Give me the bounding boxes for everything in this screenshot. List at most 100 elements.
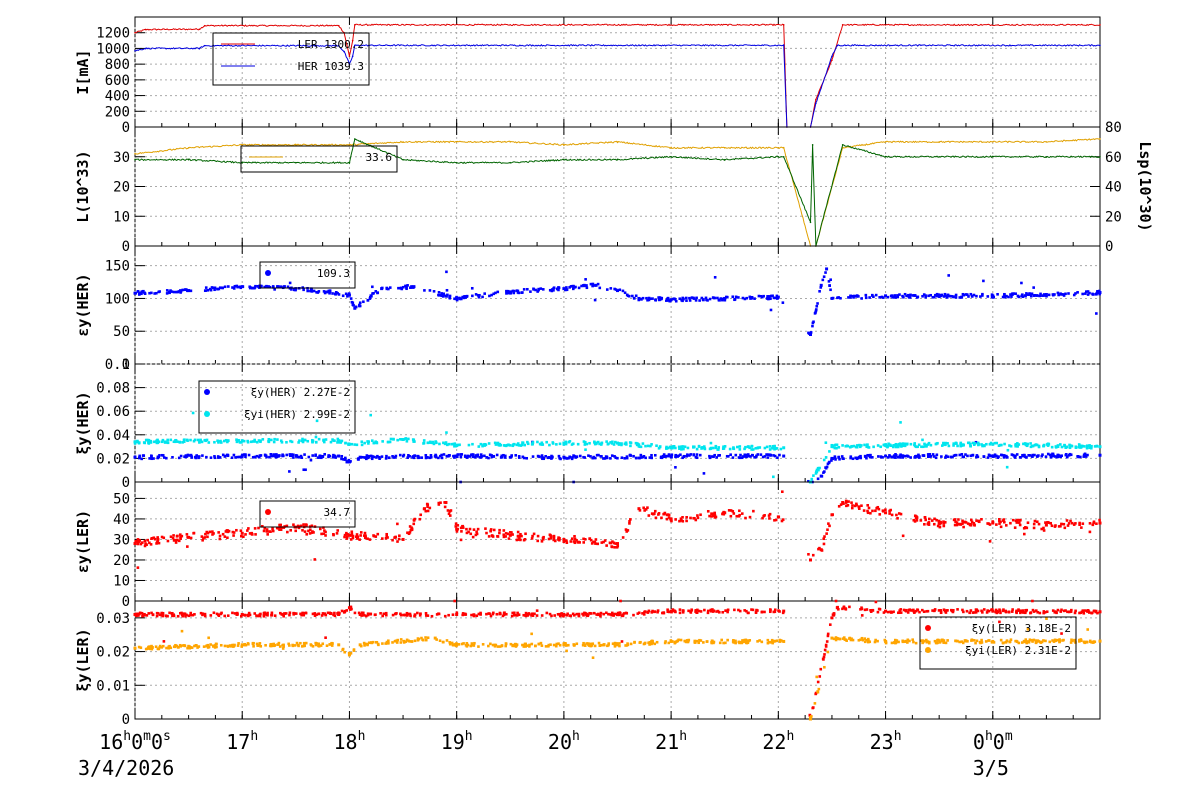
- data-point: [689, 516, 692, 520]
- data-point: [492, 455, 495, 458]
- data-point: [394, 535, 397, 539]
- data-point: [204, 286, 208, 289]
- data-point: [445, 270, 448, 274]
- data-point: [1029, 445, 1033, 449]
- data-point: [517, 456, 521, 459]
- data-point: [148, 541, 151, 545]
- data-point: [260, 284, 263, 288]
- data-point: [933, 517, 936, 521]
- data-point: [667, 516, 671, 519]
- data-point: [239, 285, 243, 289]
- data-point: [831, 59, 833, 62]
- data-point: [137, 292, 141, 296]
- data-point: [781, 518, 785, 521]
- data-point: [556, 613, 560, 616]
- data-point: [219, 441, 223, 444]
- data-point: [662, 453, 666, 456]
- data-point: [1003, 295, 1006, 299]
- data-point: [588, 537, 592, 540]
- data-point: [148, 457, 151, 460]
- data-point: [713, 453, 716, 457]
- data-point: [824, 466, 827, 469]
- data-point: [1014, 292, 1017, 296]
- data-point: [443, 442, 447, 446]
- data-point: [453, 643, 456, 646]
- data-point: [726, 295, 729, 299]
- data-point: [582, 541, 586, 544]
- data-point: [270, 642, 273, 646]
- data-point: [913, 520, 917, 523]
- data-point: [165, 289, 169, 292]
- data-point: [716, 448, 720, 451]
- data-point: [323, 612, 327, 615]
- data-point: [768, 517, 771, 520]
- data-point: [470, 286, 474, 290]
- data-point: [715, 610, 718, 613]
- data-point: [1051, 452, 1055, 456]
- data-point: [585, 286, 589, 290]
- data-point: [654, 516, 658, 520]
- data-point: [485, 531, 488, 535]
- legend-swatch: [265, 509, 271, 515]
- data-point: [299, 641, 302, 645]
- data-point: [896, 445, 900, 449]
- data-point: [437, 501, 441, 505]
- data-point: [1074, 445, 1078, 449]
- data-point: [1066, 524, 1070, 527]
- data-point: [581, 612, 584, 616]
- data-point: [263, 526, 267, 530]
- data-point: [716, 296, 719, 300]
- data-point: [445, 431, 448, 434]
- data-point: [500, 644, 504, 647]
- data-point: [925, 640, 929, 644]
- data-point: [359, 531, 363, 534]
- data-point: [417, 637, 421, 641]
- data-point: [400, 287, 404, 291]
- data-point: [257, 455, 261, 459]
- data-point: [522, 288, 526, 291]
- data-point: [653, 509, 657, 513]
- data-point: [487, 442, 491, 445]
- data-point: [814, 472, 818, 475]
- data-point: [969, 292, 973, 296]
- data-point: [133, 646, 137, 650]
- data-point: [1093, 445, 1097, 448]
- data-point: [265, 528, 269, 531]
- data-point: [370, 439, 374, 442]
- data-point: [1037, 522, 1041, 526]
- data-point: [1032, 286, 1035, 289]
- data-point: [670, 610, 673, 614]
- data-point: [1045, 155, 1048, 158]
- data-point: [946, 442, 949, 445]
- data-point: [909, 456, 912, 459]
- data-point: [511, 643, 515, 647]
- data-point: [688, 296, 691, 300]
- data-point: [842, 636, 846, 639]
- data-point: [562, 443, 566, 446]
- data-point: [1026, 442, 1029, 446]
- data-point: [526, 442, 530, 446]
- data-point: [213, 455, 216, 458]
- data-point: [393, 639, 397, 643]
- data-point: [970, 294, 974, 298]
- data-point: [595, 453, 599, 457]
- data-point: [815, 98, 817, 101]
- data-point: [981, 444, 984, 448]
- data-point: [304, 523, 308, 526]
- data-point: [927, 294, 930, 298]
- data-point: [653, 642, 657, 646]
- data-point: [388, 286, 392, 289]
- data-point: [999, 520, 1002, 524]
- data-point: [1099, 138, 1101, 140]
- data-point: [994, 608, 998, 612]
- data-point: [184, 454, 188, 457]
- data-point: [410, 528, 414, 532]
- data-point: [201, 613, 204, 617]
- data-point: [426, 505, 429, 509]
- data-point: [293, 612, 297, 615]
- data-point: [520, 443, 524, 447]
- data-point: [156, 456, 160, 460]
- data-point: [766, 638, 770, 642]
- data-point: [258, 613, 262, 617]
